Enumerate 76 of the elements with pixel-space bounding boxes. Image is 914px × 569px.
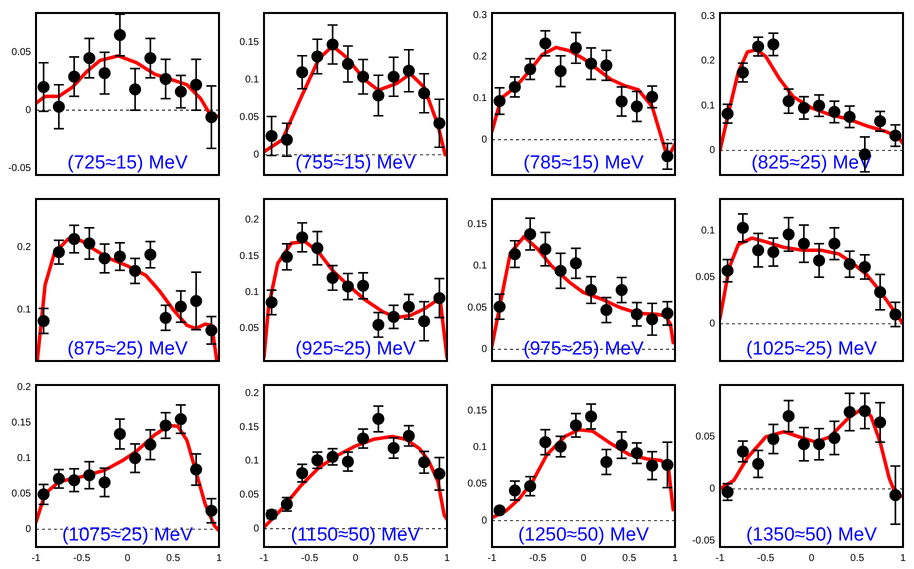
x-tick-label: 0 [124,552,131,564]
y-tick-label: 0.05 [696,272,716,283]
y-tick-label: 0.2 [245,388,260,399]
y-tick-label: 0.1 [17,452,32,464]
y-tick-label: -0.05 [692,536,716,547]
y-tick-label: 0.05 [12,488,32,500]
y-tick-label: 0 [481,344,488,356]
y-tick-label: 0.15 [240,250,260,262]
y-tick-label: 0.05 [240,112,260,123]
y-tick-label: 0.1 [701,225,716,236]
x-tick-label: 1 [216,552,222,564]
x-tick-label: -1 [488,552,497,564]
annotation: (1150≈50) MeV [290,524,421,546]
annotation: (875≈25) MeV [67,338,188,360]
x-tick-label: 1 [672,552,678,564]
y-tick-label: 0 [253,150,260,160]
y-tick-label: 0.2 [17,242,32,253]
y-tick-label: 0.1 [473,442,488,454]
x-tick-label: -0.5 [757,552,775,564]
x-tick-label: -1 [260,552,269,564]
y-tick-label: 0.3 [473,10,488,21]
y-tick-label: 0.05 [12,47,32,58]
y-tick-label: 0.2 [17,382,32,393]
y-tick-label: 0.2 [473,51,488,62]
y-tick-label: 0.3 [701,10,716,22]
y-tick-label: 0 [709,318,716,330]
annotation: (1075≈25) MeV [62,524,194,546]
y-tick-label: 0.05 [468,302,488,314]
y-tick-label: 0 [481,134,488,146]
y-tick-label: 0.1 [701,100,716,112]
x-tick-label: -0.5 [73,552,91,564]
x-tick-label: 0.5 [166,552,181,564]
y-tick-label: -0.05 [8,162,32,174]
y-tick-label: 0.2 [701,56,716,67]
y-tick-label: 0.1 [245,74,260,86]
annotation: (1350≈50) MeV [746,524,878,546]
y-tick-label: 0.1 [473,260,488,272]
y-tick-label: 0.1 [245,456,260,467]
x-tick-label: 0.5 [622,552,637,564]
y-tick-label: 0 [25,524,32,535]
y-tick-label: 0 [709,145,716,156]
x-tick-label: -1 [32,552,41,564]
y-tick-label: 0.15 [468,218,488,230]
y-tick-label: 0.05 [240,323,260,334]
x-tick-label: 1 [900,552,906,564]
annotation: (725≈15) MeV [67,152,188,174]
y-tick-label: 0.15 [468,405,488,416]
annotation: (975≈25) MeV [523,338,644,360]
x-tick-label: -0.5 [301,552,319,564]
x-tick-label: 0 [580,552,587,564]
annotation: (925≈25) MeV [295,338,416,360]
x-tick-label: -1 [716,552,725,564]
y-tick-label: 0.05 [468,478,488,490]
y-tick-label: 0.15 [12,417,32,428]
annotation: (785≈15) MeV [523,152,644,174]
y-tick-label: 0.05 [696,432,716,443]
x-tick-label: 1 [444,552,450,564]
y-tick-label: 0.15 [240,37,260,48]
annotation: (1250≈50) MeV [518,524,650,546]
y-tick-label: 0.1 [17,304,32,316]
y-tick-label: 0 [25,104,32,116]
x-tick-label: 0.5 [850,552,865,564]
y-tick-label: 0 [709,484,716,495]
annotation: (1025≈25) MeV [746,338,878,360]
y-tick-label: 0.1 [473,92,488,104]
annotation: (755≈15) MeV [295,152,416,174]
y-tick-label: 0.05 [240,490,260,501]
x-tick-label: -0.5 [529,552,547,564]
y-tick-label: 0 [481,515,488,526]
y-tick-label: 0.2 [245,214,260,226]
y-tick-label: 0.1 [245,287,260,298]
y-tick-label: 0 [253,523,260,534]
y-tick-label: 0.15 [240,422,260,433]
x-tick-label: 0 [808,552,815,564]
x-tick-label: 0.5 [394,552,409,564]
x-tick-label: 0 [352,552,359,564]
